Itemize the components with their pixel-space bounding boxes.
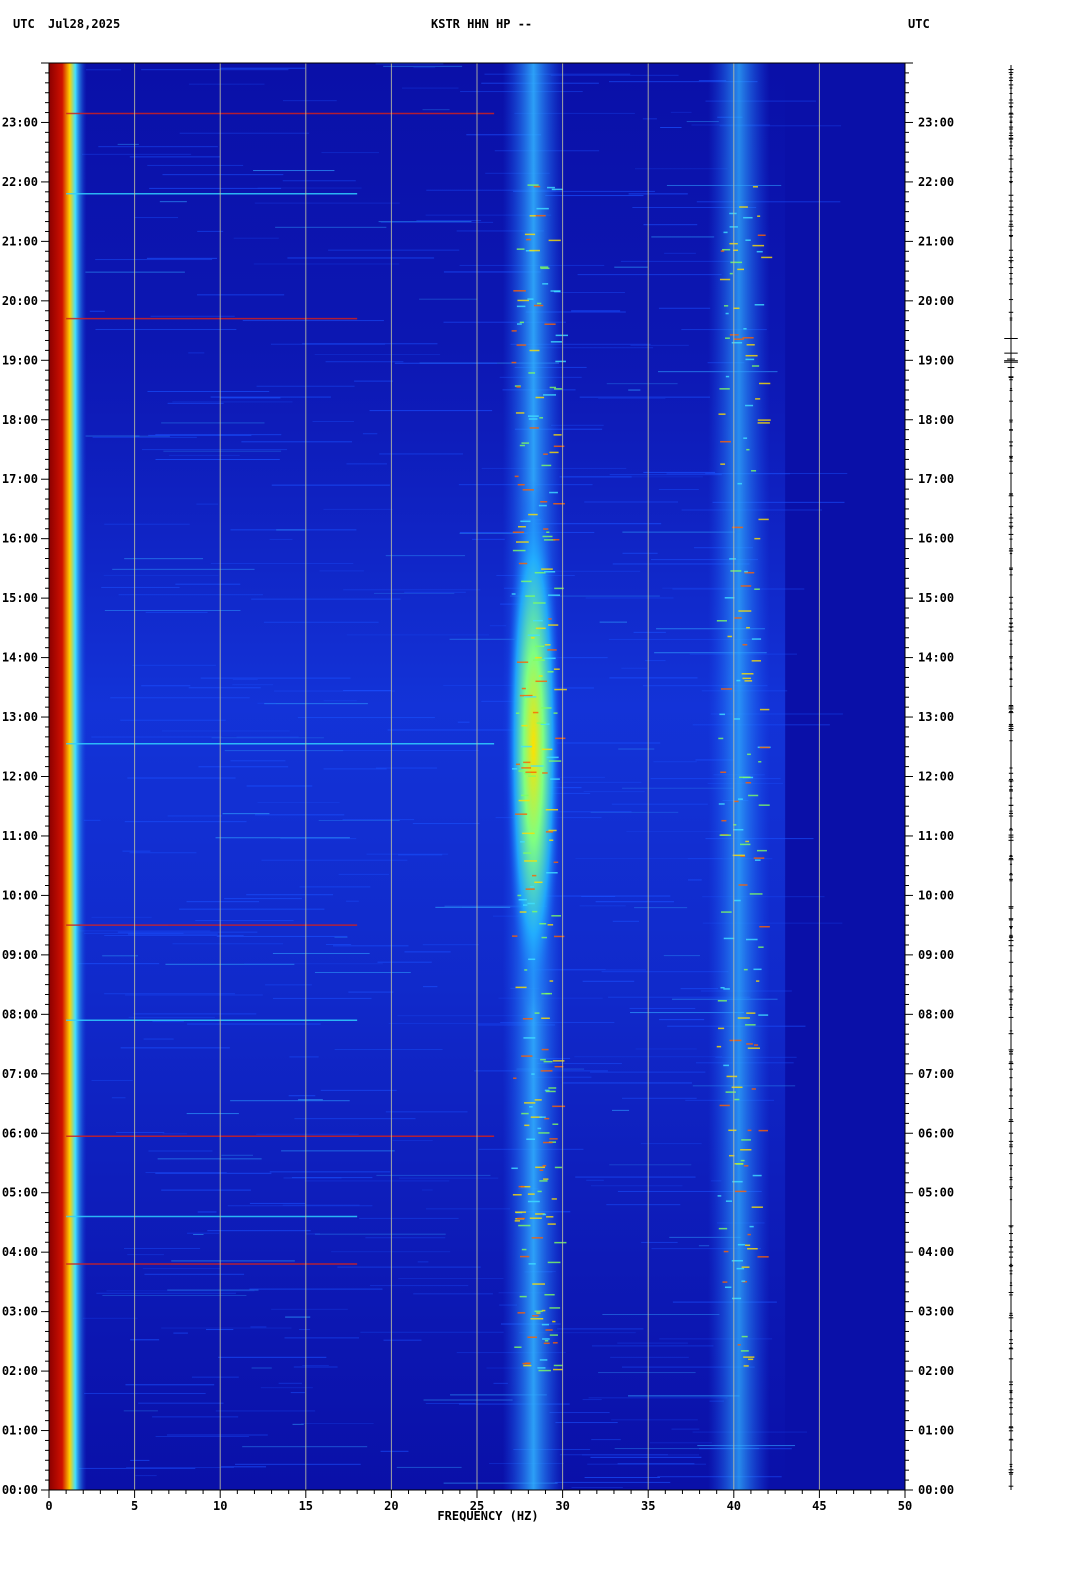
- y-tick-label-right: 06:00: [918, 1126, 954, 1140]
- y-tick-label-left: 13:00: [2, 710, 38, 724]
- x-tick-label: 45: [812, 1499, 826, 1513]
- y-tick-label-left: 03:00: [2, 1305, 38, 1319]
- y-tick-label-right: 16:00: [918, 532, 954, 546]
- y-tick-label-left: 06:00: [2, 1126, 38, 1140]
- y-tick-label-right: 01:00: [918, 1424, 954, 1438]
- band-28hz-hot-core: [506, 479, 561, 1015]
- daytime-noise-wash: [49, 63, 786, 1490]
- y-tick-label-right: 04:00: [918, 1245, 954, 1259]
- band-40hz: [708, 63, 770, 1490]
- y-tick-label-right: 18:00: [918, 413, 954, 427]
- station-title: KSTR HHN HP --: [431, 17, 533, 31]
- y-tick-label-right: 14:00: [918, 651, 954, 665]
- y-tick-label-left: 22:00: [2, 175, 38, 189]
- band-speckles: [511, 184, 773, 1372]
- y-tick-label-left: 20:00: [2, 294, 38, 308]
- y-tick-label-left: 02:00: [2, 1364, 38, 1378]
- y-tick-label-left: 16:00: [2, 532, 38, 546]
- y-tick-label-left: 21:00: [2, 234, 38, 248]
- y-tick-label-left: 04:00: [2, 1245, 38, 1259]
- seismogram-trace: [1004, 65, 1018, 1490]
- y-tick-label-right: 19:00: [918, 353, 954, 367]
- y-tick-label-right: 21:00: [918, 234, 954, 248]
- y-tick-label-left: 01:00: [2, 1424, 38, 1438]
- right-timezone-label: UTC: [908, 17, 930, 31]
- y-tick-label-left: 17:00: [2, 472, 38, 486]
- y-tick-label-left: 14:00: [2, 651, 38, 665]
- y-tick-label-right: 08:00: [918, 1007, 954, 1021]
- x-tick-label: 5: [131, 1499, 138, 1513]
- y-tick-label-left: 15:00: [2, 591, 38, 605]
- x-axis: 0 5 10 15 20 25 30 35 40 45 50: [45, 1490, 912, 1513]
- x-tick-label: 35: [641, 1499, 655, 1513]
- left-timezone-label: UTC: [13, 17, 35, 31]
- y-axis-right: 00:00 01:00 02:00 03:00 04:00 05:00 06:00 07:00…: [905, 62, 954, 1497]
- y-tick-label-left: 08:00: [2, 1007, 38, 1021]
- x-tick-label: 30: [555, 1499, 569, 1513]
- x-tick-label: 10: [213, 1499, 227, 1513]
- y-tick-label-right: 00:00: [918, 1483, 954, 1497]
- y-tick-label-left: 05:00: [2, 1186, 38, 1200]
- y-tick-label-left: 00:00: [2, 1483, 38, 1497]
- x-tick-label: 50: [898, 1499, 912, 1513]
- y-tick-label-right: 23:00: [918, 115, 954, 129]
- y-tick-label-right: 02:00: [918, 1364, 954, 1378]
- y-tick-label-right: 20:00: [918, 294, 954, 308]
- y-tick-label-left: 19:00: [2, 353, 38, 367]
- y-tick-label-left: 11:00: [2, 829, 38, 843]
- x-axis-title: FREQUENCY (HZ): [437, 1509, 538, 1523]
- y-tick-label-right: 15:00: [918, 591, 954, 605]
- y-axis-left: 00:00 01:00 02:00 03:00 04:00 05:00 06:00 07:00…: [2, 62, 49, 1497]
- y-tick-label-right: 22:00: [918, 175, 954, 189]
- x-tick-label: 0: [45, 1499, 52, 1513]
- y-tick-label-left: 23:00: [2, 115, 38, 129]
- y-tick-label-right: 10:00: [918, 888, 954, 902]
- y-tick-label-left: 12:00: [2, 770, 38, 784]
- x-tick-label: 20: [384, 1499, 398, 1513]
- x-tick-label: 15: [299, 1499, 313, 1513]
- band-low-frequency: [49, 63, 87, 1490]
- y-tick-label-right: 07:00: [918, 1067, 954, 1081]
- y-tick-label-right: 12:00: [918, 770, 954, 784]
- y-tick-label-left: 18:00: [2, 413, 38, 427]
- y-tick-label-right: 09:00: [918, 948, 954, 962]
- date-label: Jul28,2025: [48, 17, 121, 31]
- y-tick-label-left: 09:00: [2, 948, 38, 962]
- y-tick-label-left: 10:00: [2, 888, 38, 902]
- y-tick-label-left: 07:00: [2, 1067, 38, 1081]
- frequency-gridlines: [134, 63, 820, 1490]
- broadband-events: [66, 112, 495, 1265]
- y-tick-label-right: 11:00: [918, 829, 954, 843]
- y-tick-label-right: 17:00: [918, 472, 954, 486]
- y-tick-label-right: 05:00: [918, 1186, 954, 1200]
- y-tick-label-right: 13:00: [918, 710, 954, 724]
- y-tick-label-right: 03:00: [918, 1305, 954, 1319]
- x-tick-label: 40: [727, 1499, 741, 1513]
- x-tick-label: 25: [470, 1499, 484, 1513]
